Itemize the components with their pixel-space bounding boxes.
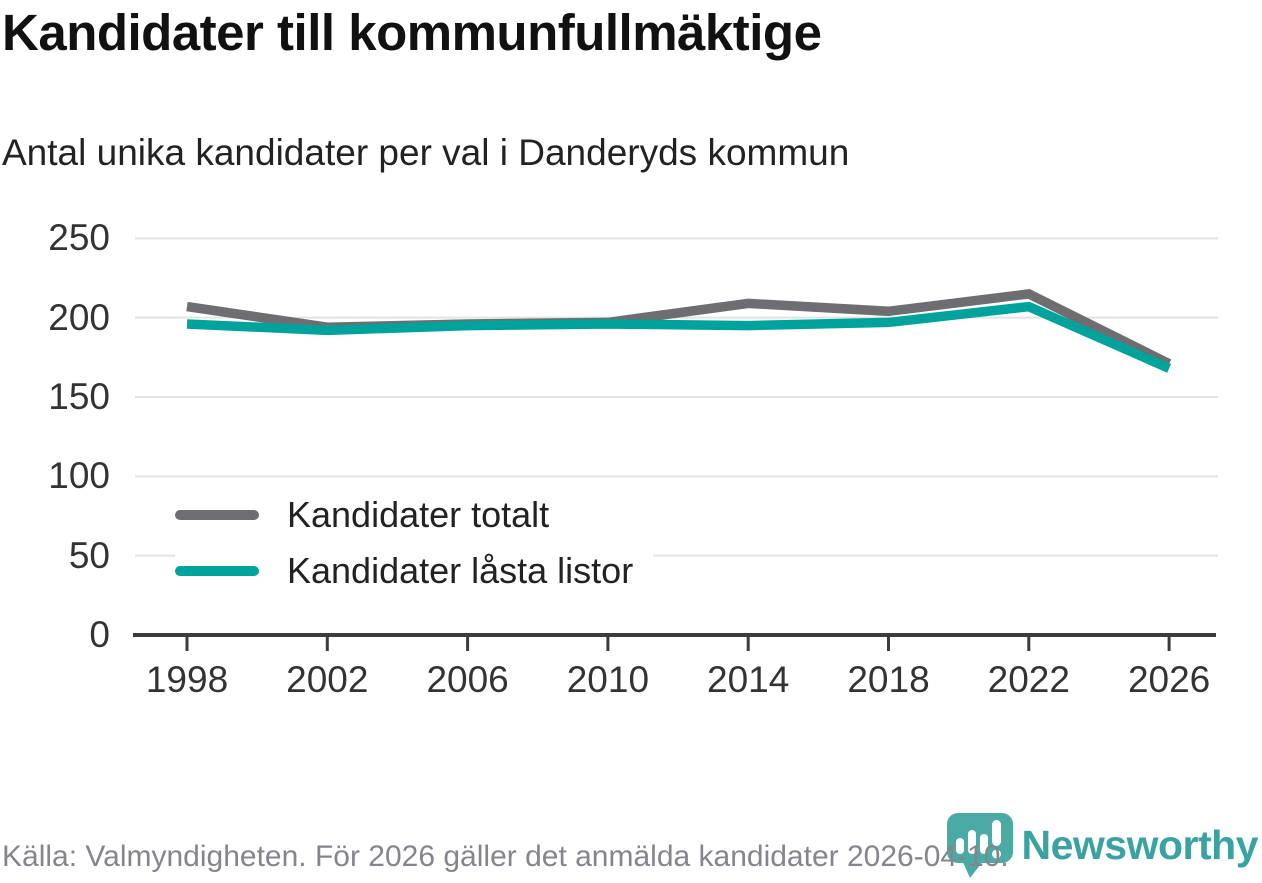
x-tick-label: 2010 <box>566 659 650 700</box>
y-tick-label: 200 <box>48 296 110 338</box>
y-tick-label: 250 <box>48 217 110 259</box>
series-line-1 <box>186 301 1172 373</box>
x-tick-label: 1998 <box>145 659 229 700</box>
chart-title: Kandidater till kommunfullmäktige <box>2 4 822 61</box>
chart-subtitle: Antal unika kandidater per val i Dandery… <box>2 132 850 173</box>
legend-label-locked-lists: Kandidater låsta listor <box>287 550 634 591</box>
x-tick-label: 2002 <box>286 659 369 700</box>
newsworthy-wordmark: Newsworthy <box>1021 822 1259 868</box>
x-tick-label: 2026 <box>1127 659 1211 700</box>
y-tick-label: 0 <box>89 614 110 655</box>
legend-label-total: Kandidater totalt <box>287 494 550 535</box>
x-tick-label: 2018 <box>847 659 930 700</box>
source-note: Källa: Valmyndigheten. För 2026 gäller d… <box>2 840 1009 873</box>
y-tick-label: 50 <box>68 534 110 576</box>
legend-item-total: Kandidater totalt <box>175 492 654 538</box>
legend-swatch-total-line <box>175 510 259 520</box>
legend: Kandidater totalt Kandidater låsta listo… <box>175 492 654 604</box>
x-tick-label: 2014 <box>707 659 790 700</box>
newsworthy-logo: Newsworthy <box>946 812 1259 883</box>
x-tick-label: 2006 <box>426 659 509 700</box>
x-tick-label: 2022 <box>987 659 1070 700</box>
y-tick-label: 100 <box>48 455 110 497</box>
legend-item-locked-lists: Kandidater låsta listor <box>175 548 654 594</box>
y-tick-label: 150 <box>48 375 110 417</box>
legend-swatch-locked-lists-line <box>175 566 259 576</box>
newsworthy-icon <box>946 812 1018 883</box>
